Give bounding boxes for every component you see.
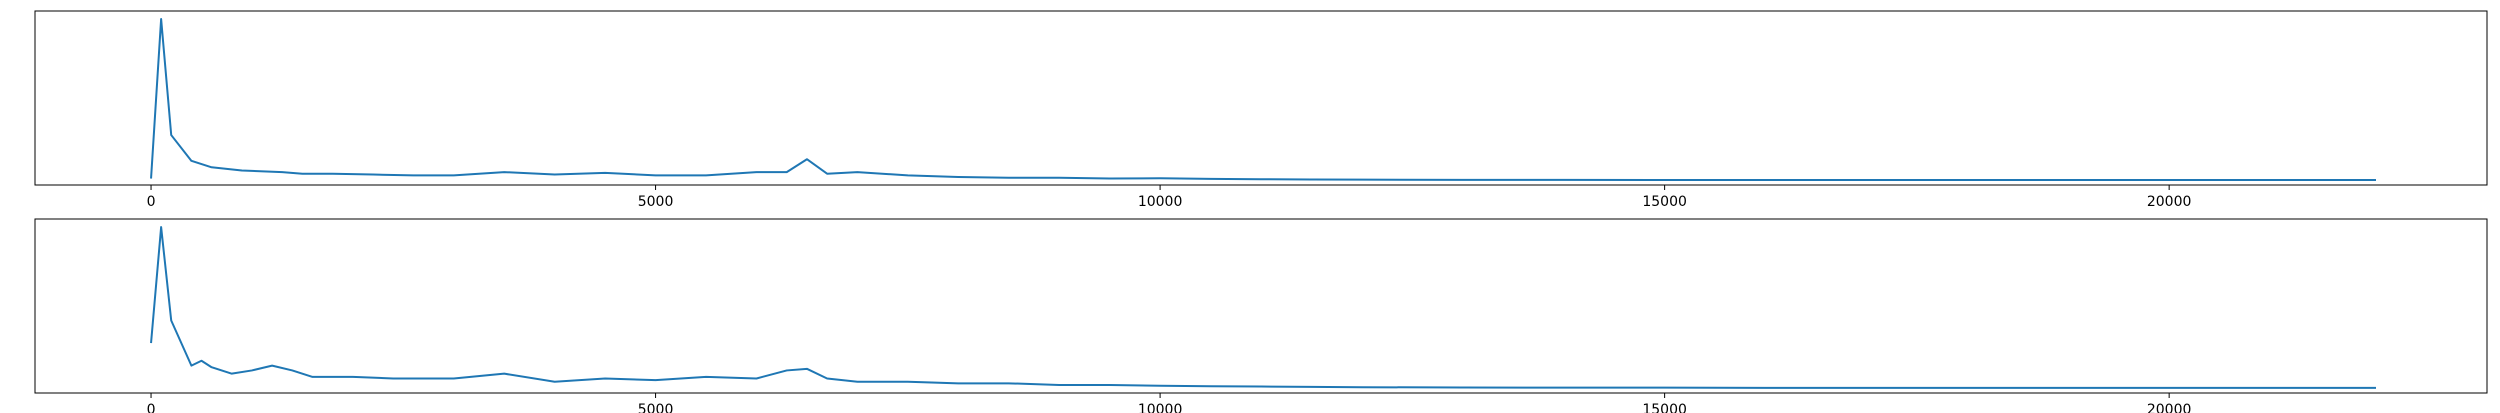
x-tick-label: 15000 [1642, 402, 1687, 413]
series-line [150, 226, 2376, 389]
x-tick-label: 0 [147, 402, 156, 413]
bottom-subplot: 0 5000 10000 15000 20000 [34, 218, 2488, 413]
x-tick-label: 5000 [638, 194, 674, 210]
top-subplot: 0 5000 10000 15000 20000 [34, 10, 2488, 210]
x-tick-label: 0 [147, 194, 156, 210]
x-tick-label: 10000 [1138, 194, 1183, 210]
x-tick-label: 5000 [638, 402, 674, 413]
plot-area-frame [34, 218, 2488, 394]
x-tick-label: 10000 [1138, 402, 1183, 413]
x-tick-label: 15000 [1642, 194, 1687, 210]
plot-area-frame [34, 10, 2488, 186]
series-line [150, 18, 2376, 182]
x-tick-label: 20000 [2147, 194, 2192, 210]
x-tick-label: 20000 [2147, 402, 2192, 413]
